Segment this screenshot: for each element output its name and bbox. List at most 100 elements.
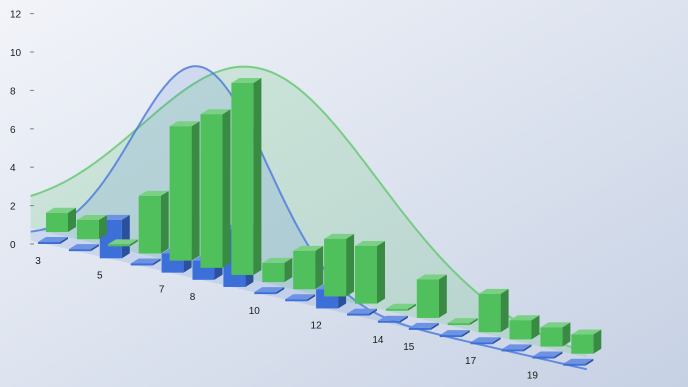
- bar-s1-x5: [107, 239, 138, 247]
- bar-s2-x17-side: [492, 337, 501, 345]
- bar-s1-x10-side: [284, 257, 293, 283]
- bar-s1-x13-front: [355, 246, 377, 304]
- bar-s2-x3-side: [60, 237, 68, 244]
- bar-s1-x14-side: [407, 303, 416, 311]
- bar-s2-x13-side: [369, 308, 377, 316]
- bar-s1-x6: [138, 190, 169, 254]
- bar-s1-x15-front: [416, 279, 439, 318]
- bar-s1-x11-front: [293, 250, 316, 290]
- bar-s2-x4-top: [68, 244, 99, 250]
- bar-s2-x10-top: [254, 287, 285, 293]
- bar-s2-x13-top: [347, 308, 377, 314]
- bar-s2-x5-side: [121, 214, 130, 259]
- x-tick-label: 5: [97, 270, 103, 281]
- bar-s1-x14-top: [385, 303, 416, 309]
- bar-s1-x17-front: [478, 293, 501, 333]
- bar-s1-x15-top: [416, 274, 447, 280]
- bar-s1-x13: [355, 241, 385, 304]
- bar-s2-x14-top: [377, 315, 408, 321]
- bar-s1-x4-side: [98, 214, 107, 240]
- bar-s1-x5-side: [129, 239, 138, 247]
- bar-s1-x19-side: [562, 322, 571, 347]
- y-tick-label: 0: [10, 240, 16, 251]
- bar-s2-x19-top: [532, 351, 563, 357]
- bar-s2-x16-top: [439, 330, 470, 336]
- x-tick-label: 3: [35, 256, 41, 267]
- x-tick-label: 8: [190, 292, 196, 303]
- bar-s2-x17: [470, 337, 501, 345]
- y-tick-label: 4: [10, 163, 16, 174]
- bar-s2-x13-front: [347, 313, 369, 316]
- bar-s2-x18: [501, 344, 532, 352]
- bar-s1-x16-side: [469, 318, 478, 326]
- bar-s2-x13: [347, 308, 377, 316]
- bar-s2-x11-side: [307, 294, 316, 302]
- bar-s2-x5-top: [99, 214, 130, 220]
- x-tick-label: 14: [372, 335, 384, 346]
- bar-s2-x3: [38, 237, 68, 244]
- bar-s2-x10-side: [276, 287, 285, 295]
- bar-s1-x3-top: [46, 207, 76, 213]
- bar-s1-x9-front: [231, 82, 254, 275]
- bar-s1-x7: [169, 121, 200, 261]
- bar-s2-x11-top: [285, 294, 316, 300]
- bar-s2-x20-front: [563, 363, 586, 366]
- bar-s1-x20-side: [593, 329, 602, 354]
- bar-s2-x18-side: [523, 344, 532, 352]
- bar-s1-x17-side: [500, 288, 509, 333]
- bar-s2-x11: [285, 294, 316, 302]
- bar-s2-x4-side: [90, 244, 99, 252]
- bar-s1-x19-top: [540, 322, 571, 328]
- bar-s1-x15: [416, 274, 447, 318]
- bar-s1-x18: [509, 315, 540, 340]
- bar-s2-x19-front: [532, 356, 555, 359]
- bar-s1-x14-front: [385, 308, 408, 311]
- y-tick-label: 2: [10, 202, 16, 213]
- bar-s1-x3-front: [46, 212, 68, 232]
- bar-s1-x12-top: [324, 233, 355, 239]
- bar-s2-x3-front: [38, 242, 60, 244]
- bar-s1-x8-front: [200, 114, 223, 268]
- bar-s2-x11-front: [285, 299, 308, 302]
- bar-s2-x16-front: [439, 335, 462, 338]
- bar-s2-x10-front: [254, 292, 277, 295]
- bar-s1-x7-top: [169, 121, 200, 127]
- bar-s1-x16-front: [447, 323, 470, 326]
- bar-s1-x11-top: [293, 245, 324, 251]
- bar-s2-x14-side: [399, 315, 408, 323]
- bar-s1-x8: [200, 109, 231, 268]
- bar-s2-x6: [130, 258, 161, 266]
- bar-s2-x4-front: [68, 249, 91, 252]
- bar-s1-x10-front: [262, 262, 285, 283]
- bar-s2-x16-side: [461, 330, 470, 338]
- bar-s1-x3-side: [68, 207, 76, 232]
- bar-s2-x18-top: [501, 344, 532, 350]
- bar-s1-x5-front: [107, 244, 130, 247]
- bar-s1-x12: [324, 233, 355, 297]
- bar-s1-x10-top: [262, 257, 293, 263]
- y-tick-label: 8: [10, 86, 16, 97]
- bar-s1-x9-top: [231, 77, 262, 83]
- bar-s1-x4-front: [76, 219, 99, 240]
- bar-s1-x10: [262, 257, 293, 283]
- bar-s1-x15-side: [438, 274, 447, 318]
- y-tick-label: 10: [10, 48, 22, 59]
- bar-s1-x12-front: [324, 238, 347, 297]
- bar-s1-x4-top: [76, 214, 107, 220]
- bar-s2-x14: [377, 315, 408, 323]
- bar-s1-x20-top: [571, 329, 602, 335]
- bar-s2-x17-top: [470, 337, 501, 343]
- x-tick-label: 7: [159, 285, 165, 296]
- bar-s1-x20-front: [571, 334, 594, 354]
- bar-s1-x6-front: [138, 195, 161, 254]
- bar-s2-x20-top: [563, 358, 594, 364]
- bar-s2-x15: [408, 322, 439, 330]
- bar-s2-x6-top: [130, 258, 161, 264]
- bar-s1-x18-top: [509, 315, 540, 321]
- bar-s1-x8-top: [200, 109, 231, 115]
- bar-s2-x15-top: [408, 322, 439, 328]
- bar-s2-x19: [532, 351, 563, 359]
- bar-s1-x17-top: [478, 288, 509, 294]
- bar-s1-x9: [231, 77, 262, 275]
